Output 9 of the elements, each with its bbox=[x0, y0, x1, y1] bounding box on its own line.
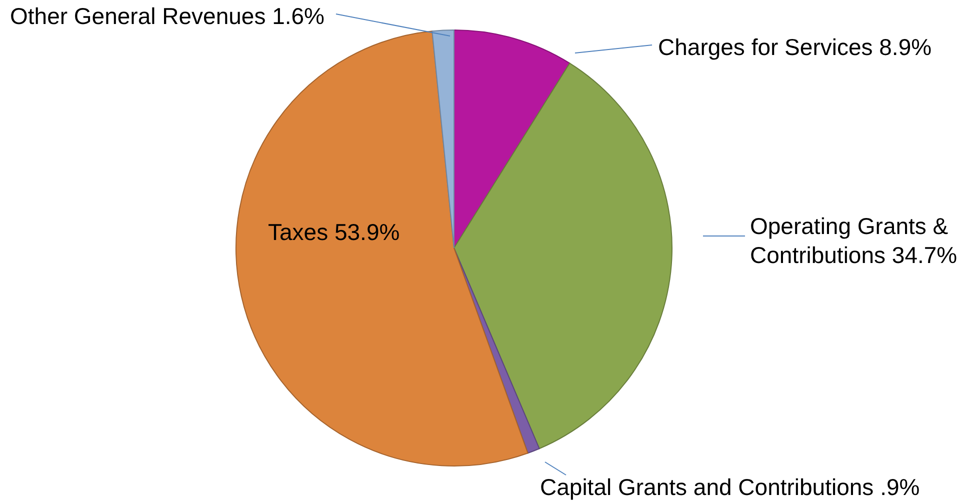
pie-slice bbox=[454, 30, 570, 248]
slice-label: Charges for Services 8.9% bbox=[658, 34, 932, 60]
pie-slice bbox=[454, 62, 672, 450]
slice-label: Operating Grants & Contributions 34.7% bbox=[750, 213, 958, 268]
slice-label: Taxes 53.9% bbox=[268, 219, 400, 245]
pie-slice bbox=[432, 30, 454, 248]
slice-label: Capital Grants and Contributions .9% bbox=[540, 474, 920, 500]
slice-label: Other General Revenues 1.6% bbox=[10, 3, 325, 29]
pie-slice bbox=[236, 30, 528, 466]
